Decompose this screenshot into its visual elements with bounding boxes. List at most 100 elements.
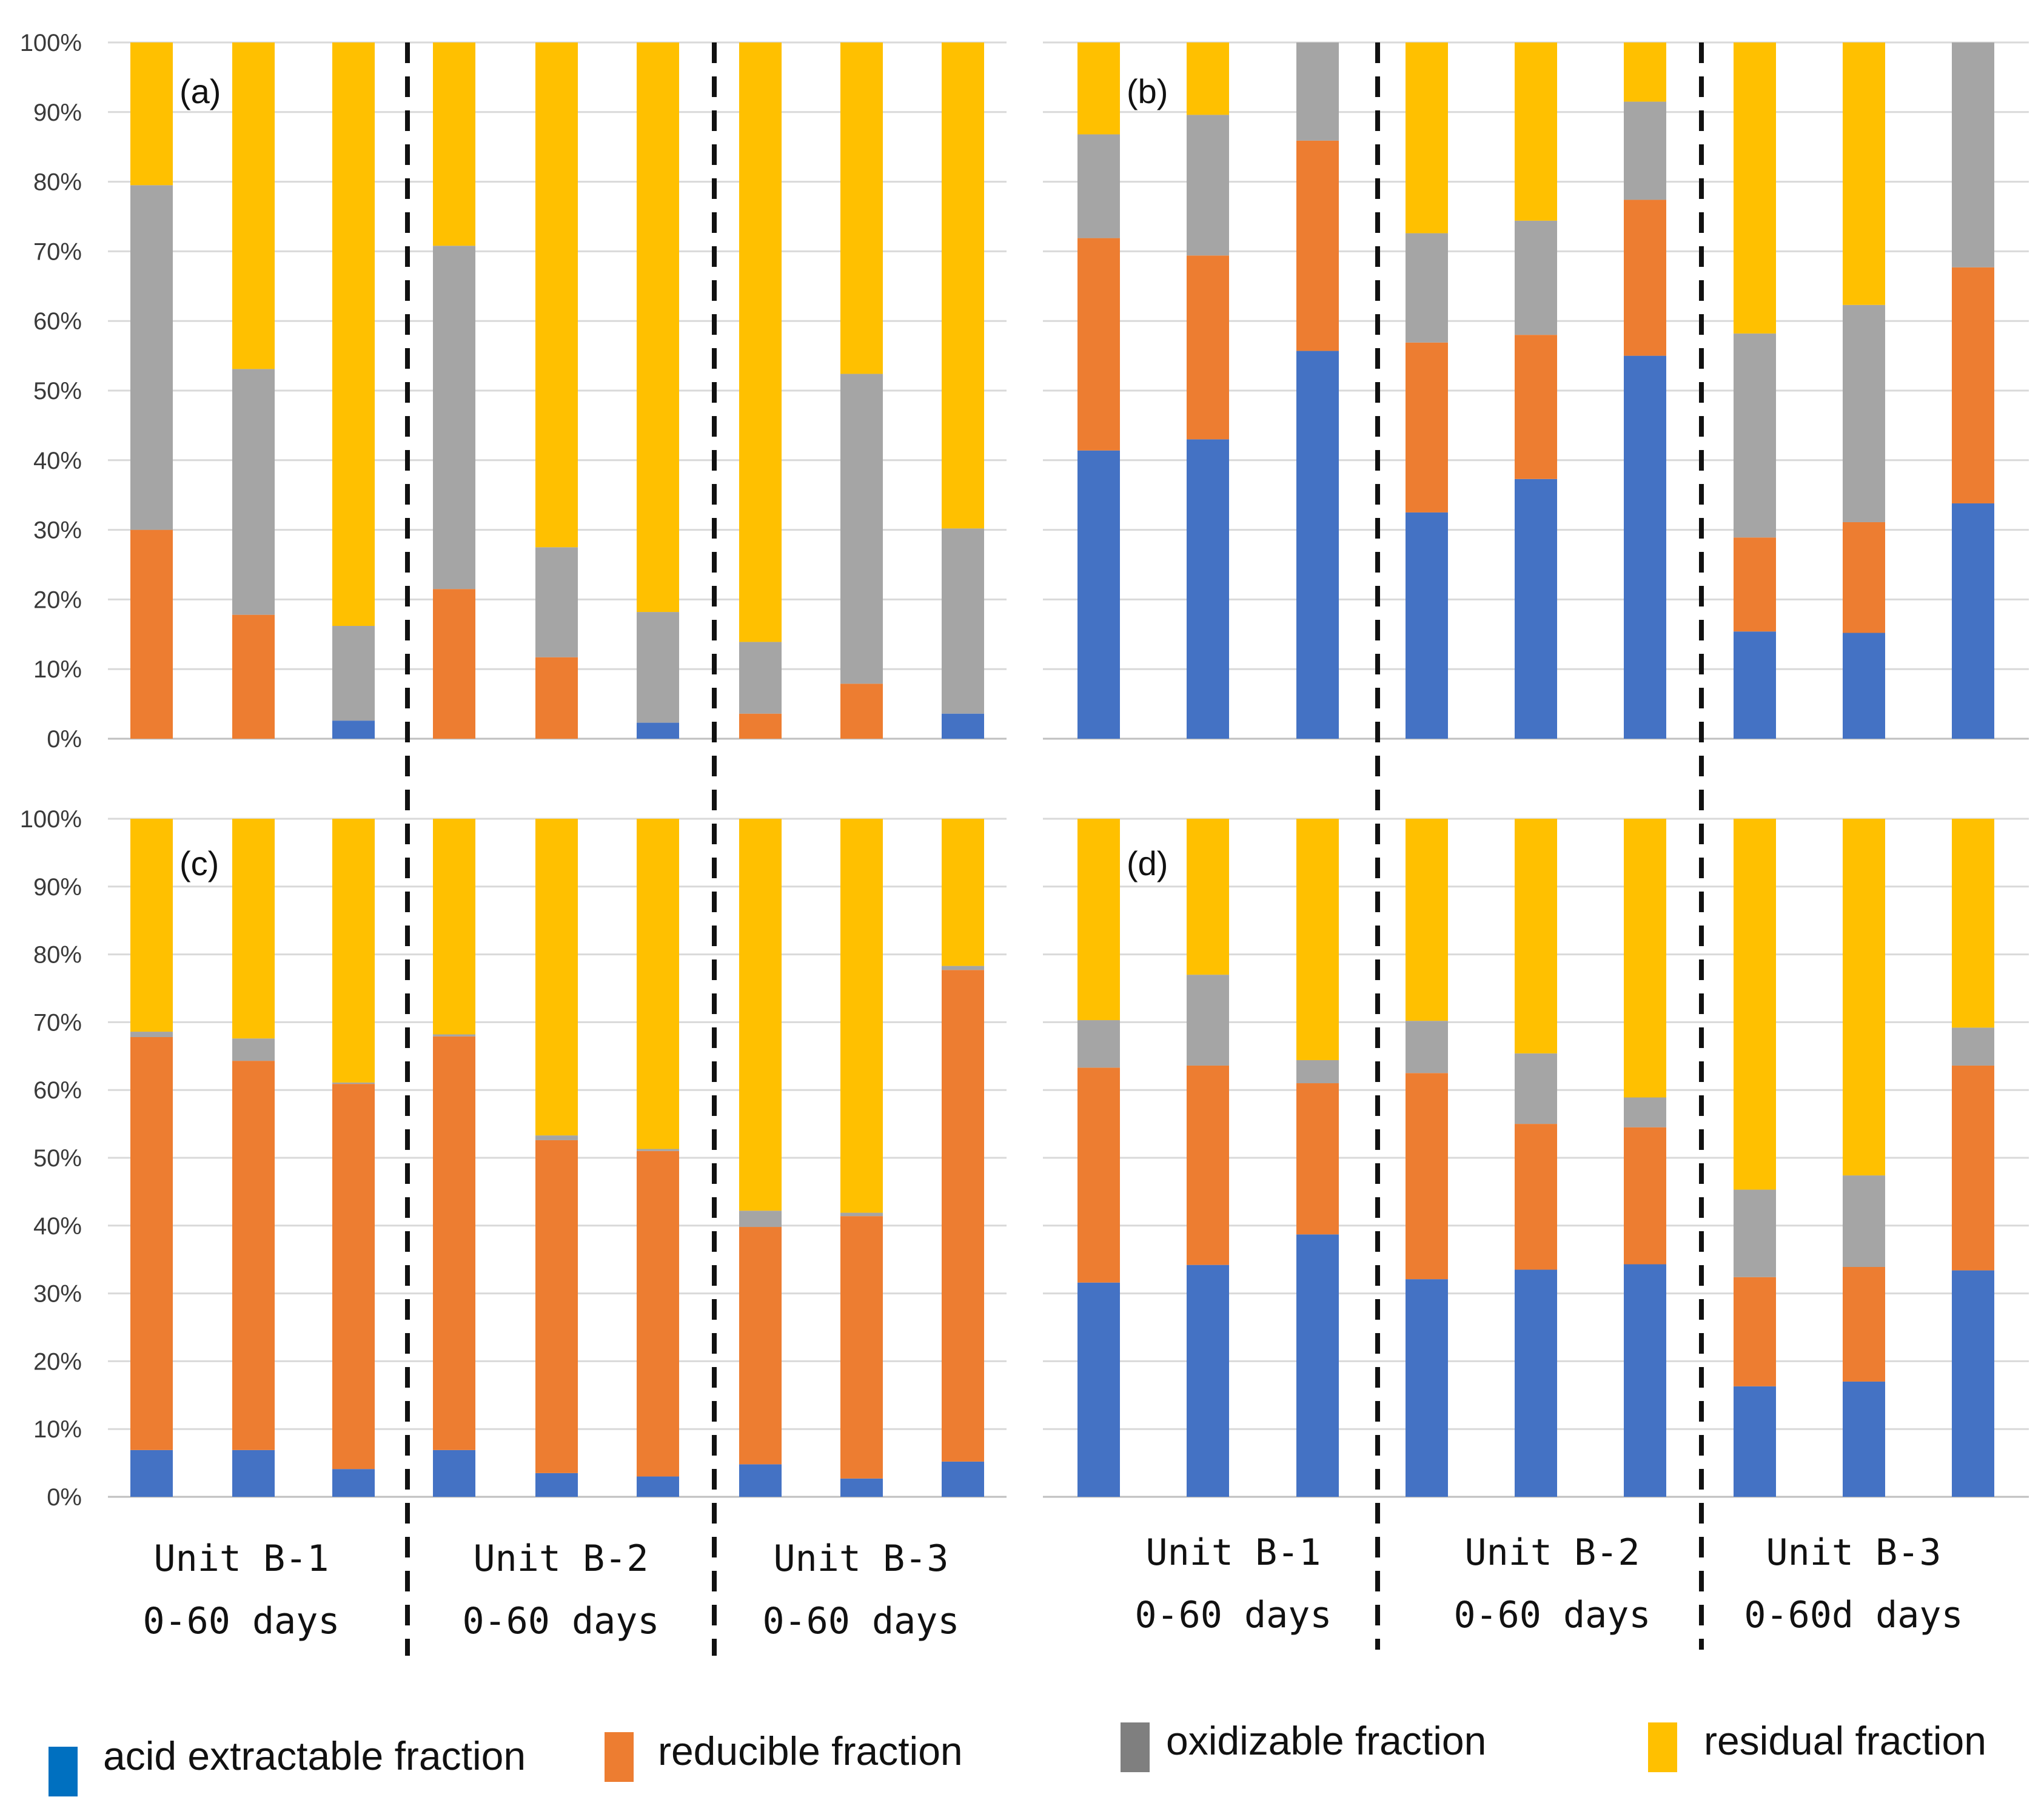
bar-b-g1-b2-reducible bbox=[1187, 255, 1229, 440]
legend-label-oxidizable: oxidizable fraction bbox=[1166, 1718, 1486, 1763]
bar-a-g2-b1-oxidizable bbox=[433, 246, 475, 590]
bar-a-g3-b2-residual bbox=[840, 42, 883, 374]
bar-d-g2-b3-acid bbox=[1624, 1264, 1666, 1497]
bar-c-g1-b1-oxidizable bbox=[130, 1032, 173, 1037]
bar-b-g3-b2-acid bbox=[1843, 633, 1885, 739]
bar-a-g3-b1-residual bbox=[739, 42, 782, 642]
bar-c-g1-b3-reducible bbox=[332, 1084, 375, 1470]
y-tick-20pct-panel-2: 20% bbox=[33, 1348, 82, 1375]
bar-c-g1-b1-acid bbox=[130, 1450, 173, 1497]
bar-d-g2-b3-oxidizable bbox=[1624, 1097, 1666, 1127]
bar-d-g1-b1-oxidizable bbox=[1077, 1020, 1120, 1068]
bar-a-g1-b1-residual bbox=[130, 42, 173, 186]
bar-c-g2-b2-oxidizable bbox=[535, 1135, 578, 1140]
group-label-left-1-days: 0-60 days bbox=[142, 1600, 340, 1642]
bar-c-g3-b2-reducible bbox=[840, 1216, 883, 1479]
bar-a-g3-b2-oxidizable bbox=[840, 374, 883, 684]
bar-d-g2-b1-residual bbox=[1406, 819, 1448, 1021]
y-tick-10pct-panel-0: 10% bbox=[33, 656, 82, 683]
bar-d-g2-b1-reducible bbox=[1406, 1073, 1448, 1280]
bar-d-g1-b2-reducible bbox=[1187, 1065, 1229, 1265]
bar-c-g3-b1-reducible bbox=[739, 1227, 782, 1465]
bar-b-g3-b3-reducible bbox=[1952, 267, 1994, 503]
bar-a-g3-b1-oxidizable bbox=[739, 642, 782, 714]
bar-d-g2-b1-oxidizable bbox=[1406, 1021, 1448, 1073]
bar-a-g2-b3-oxidizable bbox=[637, 612, 679, 723]
group-label-right-2-days: 0-60 days bbox=[1453, 1594, 1650, 1636]
bar-a-g2-b2-residual bbox=[535, 42, 578, 548]
bar-b-g2-b2-acid bbox=[1515, 479, 1557, 739]
bar-b-g2-b3-residual bbox=[1624, 42, 1666, 102]
bar-b-g1-b1-residual bbox=[1077, 42, 1120, 135]
y-tick-30pct-panel-0: 30% bbox=[33, 517, 82, 544]
group-label-right-3-unit: Unit B-3 bbox=[1766, 1531, 1942, 1574]
group-label-right-2-unit: Unit B-2 bbox=[1465, 1531, 1640, 1574]
y-tick-90pct-panel-2: 90% bbox=[33, 874, 82, 901]
bar-c-g1-b3-residual bbox=[332, 819, 375, 1083]
bar-c-g2-b3-acid bbox=[637, 1476, 679, 1497]
bar-d-g3-b3-residual bbox=[1952, 819, 1994, 1028]
bar-c-g3-b3-oxidizable bbox=[942, 966, 984, 970]
bar-d-g3-b3-acid bbox=[1952, 1270, 1994, 1497]
legend-swatch-oxidizable bbox=[1121, 1722, 1150, 1772]
y-tick-10pct-panel-2: 10% bbox=[33, 1416, 82, 1443]
y-tick-70pct-panel-0: 70% bbox=[33, 238, 82, 265]
bar-c-g2-b2-reducible bbox=[535, 1140, 578, 1473]
bar-b-g1-b1-oxidizable bbox=[1077, 134, 1120, 238]
legend-label-reducible: reducible fraction bbox=[658, 1729, 963, 1773]
bar-b-g1-b3-acid bbox=[1296, 351, 1339, 739]
y-tick-60pct-panel-0: 60% bbox=[33, 308, 82, 335]
group-label-left-3-days: 0-60 days bbox=[762, 1600, 959, 1642]
panel-label-b: (b) bbox=[1127, 72, 1168, 110]
y-tick-100pct-panel-2: 100% bbox=[20, 806, 82, 833]
bar-a-g2-b1-residual bbox=[433, 42, 475, 246]
bar-b-g3-b1-oxidizable bbox=[1734, 333, 1776, 538]
bar-d-g2-b3-reducible bbox=[1624, 1127, 1666, 1265]
bar-d-g1-b3-reducible bbox=[1296, 1083, 1339, 1235]
bar-d-g3-b3-reducible bbox=[1952, 1065, 1994, 1271]
legend-label-acid: acid extractable fraction bbox=[103, 1733, 526, 1778]
bar-d-g2-b2-oxidizable bbox=[1515, 1053, 1557, 1124]
bar-c-g2-b2-acid bbox=[535, 1473, 578, 1497]
bar-c-g1-b2-reducible bbox=[232, 1061, 275, 1450]
y-tick-40pct-panel-0: 40% bbox=[33, 448, 82, 474]
bar-c-g3-b3-acid bbox=[942, 1461, 984, 1497]
bar-c-g2-b3-reducible bbox=[637, 1151, 679, 1477]
bar-c-g1-b2-residual bbox=[232, 819, 275, 1039]
y-tick-90pct-panel-0: 90% bbox=[33, 99, 82, 126]
bar-b-g3-b2-oxidizable bbox=[1843, 304, 1885, 522]
y-tick-0pct-panel-2: 0% bbox=[47, 1484, 82, 1511]
bar-c-g3-b2-acid bbox=[840, 1478, 883, 1497]
bar-b-g2-b3-acid bbox=[1624, 355, 1666, 739]
bar-d-g1-b2-acid bbox=[1187, 1265, 1229, 1497]
bar-c-g2-b1-oxidizable bbox=[433, 1034, 475, 1037]
bar-b-g1-b3-reducible bbox=[1296, 140, 1339, 351]
y-tick-70pct-panel-2: 70% bbox=[33, 1009, 82, 1036]
legend-swatch-reducible bbox=[605, 1732, 634, 1782]
bar-b-g2-b3-oxidizable bbox=[1624, 101, 1666, 200]
group-label-left-2-unit: Unit B-2 bbox=[474, 1537, 649, 1580]
group-label-right-1-days: 0-60 days bbox=[1134, 1594, 1332, 1636]
bar-a-g1-b1-reducible bbox=[130, 529, 173, 739]
bar-a-g2-b2-reducible bbox=[535, 657, 578, 739]
bar-a-g1-b2-residual bbox=[232, 42, 275, 369]
bar-b-g2-b2-residual bbox=[1515, 42, 1557, 221]
bar-a-g3-b1-reducible bbox=[739, 713, 782, 739]
group-label-left-1-unit: Unit B-1 bbox=[154, 1537, 329, 1580]
y-tick-80pct-panel-2: 80% bbox=[33, 942, 82, 969]
bar-c-g2-b1-residual bbox=[433, 819, 475, 1035]
bar-a-g1-b3-residual bbox=[332, 42, 375, 627]
y-tick-40pct-panel-2: 40% bbox=[33, 1213, 82, 1240]
bar-d-g1-b1-acid bbox=[1077, 1282, 1120, 1497]
bar-c-g1-b1-residual bbox=[130, 819, 173, 1032]
bar-b-g1-b2-acid bbox=[1187, 439, 1229, 739]
bar-c-g1-b2-oxidizable bbox=[232, 1038, 275, 1061]
bar-d-g3-b1-oxidizable bbox=[1734, 1189, 1776, 1277]
bar-c-g2-b1-acid bbox=[433, 1450, 475, 1497]
bar-d-g3-b1-acid bbox=[1734, 1386, 1776, 1497]
bar-d-g2-b2-reducible bbox=[1515, 1124, 1557, 1270]
bar-b-g1-b2-residual bbox=[1187, 42, 1229, 115]
bars bbox=[130, 42, 1994, 1497]
bar-c-g1-b3-acid bbox=[332, 1469, 375, 1497]
